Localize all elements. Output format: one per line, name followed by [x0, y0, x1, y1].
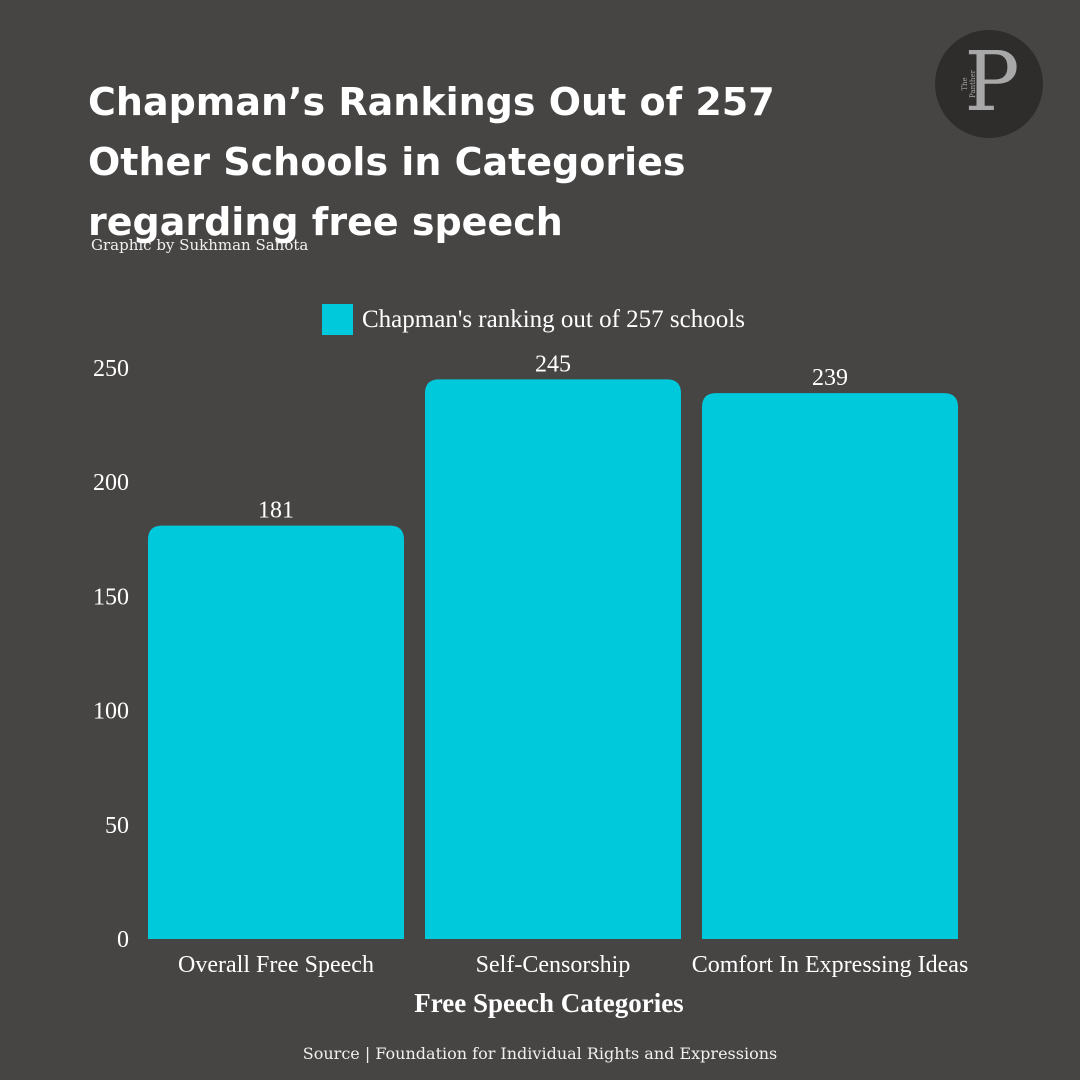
legend-label: Chapman's ranking out of 257 schools [362, 305, 745, 333]
bar-value-label: 245 [535, 351, 571, 377]
graphic-credit: Graphic by Sukhman Sahota [91, 236, 309, 254]
logo-letter: P [964, 35, 1020, 130]
bar-chart: 0 50 100 150 200 250 181 245 239 Overall Free S… [93, 351, 969, 1018]
y-tick-label: 100 [93, 699, 129, 725]
bar [702, 393, 958, 939]
bar [148, 525, 404, 939]
chart-title: Chapman’s Rankings Out of 257 Other Scho… [88, 80, 775, 244]
bar-value-label: 181 [258, 498, 294, 524]
chart-legend: Chapman's ranking out of 257 schools [322, 304, 745, 335]
bar [425, 379, 681, 939]
y-tick-label: 50 [105, 813, 129, 839]
bar-value-label: 239 [812, 365, 848, 391]
panther-logo: The Panther P [935, 30, 1043, 138]
y-tick-label: 250 [93, 356, 129, 382]
legend-swatch [322, 304, 353, 335]
y-tick-label: 150 [93, 584, 129, 610]
y-tick-label: 200 [93, 470, 129, 496]
y-tick-label: 0 [117, 927, 129, 953]
x-tick-label: Comfort In Expressing Ideas [692, 952, 969, 978]
x-axis-title: Free Speech Categories [414, 988, 683, 1018]
source-note: Source | Foundation for Individual Right… [302, 1044, 778, 1063]
x-tick-label: Overall Free Speech [178, 952, 374, 978]
x-tick-label: Self-Censorship [476, 952, 631, 978]
